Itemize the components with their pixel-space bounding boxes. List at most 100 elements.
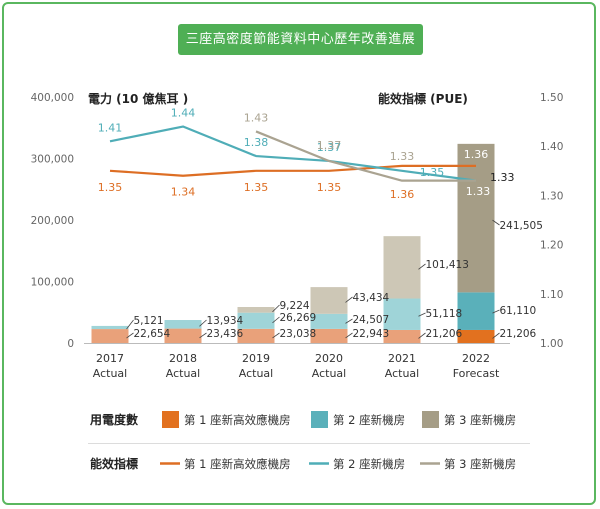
label-leader [418,312,426,317]
bar-segment [91,325,129,330]
x-tick-year: 2017 [96,352,124,365]
right-tick-label: 1.40 [540,141,563,153]
x-tick-year: 2022 [462,352,490,365]
bar-segment [383,329,421,343]
x-tick-status: Actual [166,367,200,380]
bar-value-label: 26,269 [280,312,317,324]
legend-bar-swatch [422,411,439,428]
bar-segment [310,287,348,314]
bar-value-label: 61,110 [500,305,537,317]
x-tick-status: Actual [93,367,127,380]
lines [109,125,477,182]
right-tick-label: 1.50 [540,92,563,104]
label-leader [492,309,500,314]
pue-value-label: 1.35 [244,181,269,194]
right-tick-label: 1.00 [540,338,563,350]
x-tick-status: Forecast [453,367,500,380]
label-leader [272,316,280,324]
bars [91,143,495,343]
pue-value-label: 1.37 [317,141,342,154]
right-tick-label: 1.30 [540,190,563,202]
label-leader [126,332,134,339]
label-leader [272,332,280,339]
left-tick-label: 100,000 [31,277,74,289]
pue-value-label: 1.33 [390,150,415,163]
pue-line [109,164,476,177]
pue-value-label: 1.44 [171,107,196,120]
chart-title: 三座高密度節能資料中心歷年改善進展 [178,24,423,55]
legend-bar-label: 第 3 座新機房 [444,413,516,427]
left-tick-label: 0 [67,338,74,350]
bar-value-label: 101,413 [426,259,469,271]
bar-value-label: 43,434 [353,292,390,304]
bar-segment [457,143,495,293]
chart-frame [2,2,596,505]
bar-segment [310,328,348,343]
bar-segment [457,329,495,343]
label-leader [345,318,353,324]
bar-value-label: 21,206 [426,328,463,340]
bar-value-label: 13,934 [207,315,244,327]
legend-line-label: 第 2 座新機房 [333,457,405,471]
pue-value-label: 1.35 [420,166,445,179]
bar-segment [237,307,275,313]
label-leader [418,332,426,339]
bar-segment [164,328,202,343]
left-tick-label: 200,000 [31,215,74,227]
bar-segment [91,329,129,343]
pue-value-label: 1.36 [464,148,489,161]
pue-value-label: 1.36 [390,188,415,201]
legend-line-label: 第 3 座新機房 [444,457,516,471]
x-tick-year: 2019 [242,352,270,365]
bar-segment [164,320,202,329]
pue-value-label: 1.43 [244,111,269,124]
bar-value-label: 21,206 [500,328,537,340]
x-tick-year: 2018 [169,352,197,365]
pue-value-label: 1.35 [317,181,342,194]
x-tick-status: Actual [239,367,273,380]
bar-value-label: 9,224 [280,300,310,312]
pue-line [109,125,477,182]
label-leader [492,332,500,339]
label-leader [345,332,353,339]
legend-line-label: 第 1 座新高效應機房 [184,457,291,471]
pue-value-label: 1.41 [98,121,123,134]
right-axis-label: 能效指標 (PUE) [378,91,468,106]
bar-segment [383,298,421,330]
label-leader [126,319,134,330]
pue-value-label: 1.35 [98,181,123,194]
label-leader [345,296,353,303]
left-tick-label: 400,000 [31,92,74,104]
bar-value-label: 241,505 [500,220,543,232]
x-tick-status: Actual [385,367,419,380]
pue-value-label: 1.33 [466,185,491,198]
legend-bar-group-label: 用電度數 [89,412,138,427]
bar-segment [457,292,495,330]
right-tick-label: 1.20 [540,240,563,252]
pue-value-label: 1.37 [317,139,342,152]
right-tick-label: 1.10 [540,289,563,301]
label-leader [418,263,426,270]
bar-value-label: 23,038 [280,328,317,340]
legend: 用電度數 能效指標 第 1 座新高效應機房第 2 座新機房第 3 座新機房第 1… [89,411,516,471]
bar-value-label: 22,943 [353,328,390,340]
label-leader [199,319,207,327]
legend-bar-label: 第 1 座新高效應機房 [184,413,291,427]
x-tick-year: 2021 [388,352,416,365]
legend-line-group-label: 能效指標 [90,456,138,471]
legend-bar-swatch [311,411,328,428]
bar-value-label: 51,118 [426,308,463,320]
pue-value-label: 1.34 [171,186,196,199]
bar-segment [310,313,348,329]
left-axis-label: 電力 (10 億焦耳 ) [88,91,188,106]
x-tick-status: Actual [312,367,346,380]
bar-segment [237,328,275,343]
bar-value-label: 22,654 [134,328,171,340]
bar-value-label: 5,121 [134,315,164,327]
legend-bar-swatch [162,411,179,428]
bar-segment [383,236,421,299]
legend-bar-label: 第 2 座新機房 [333,413,405,427]
axes: 0 100,000 200,000 300,000 400,000 1.00 1.10 1.2… [31,92,564,380]
